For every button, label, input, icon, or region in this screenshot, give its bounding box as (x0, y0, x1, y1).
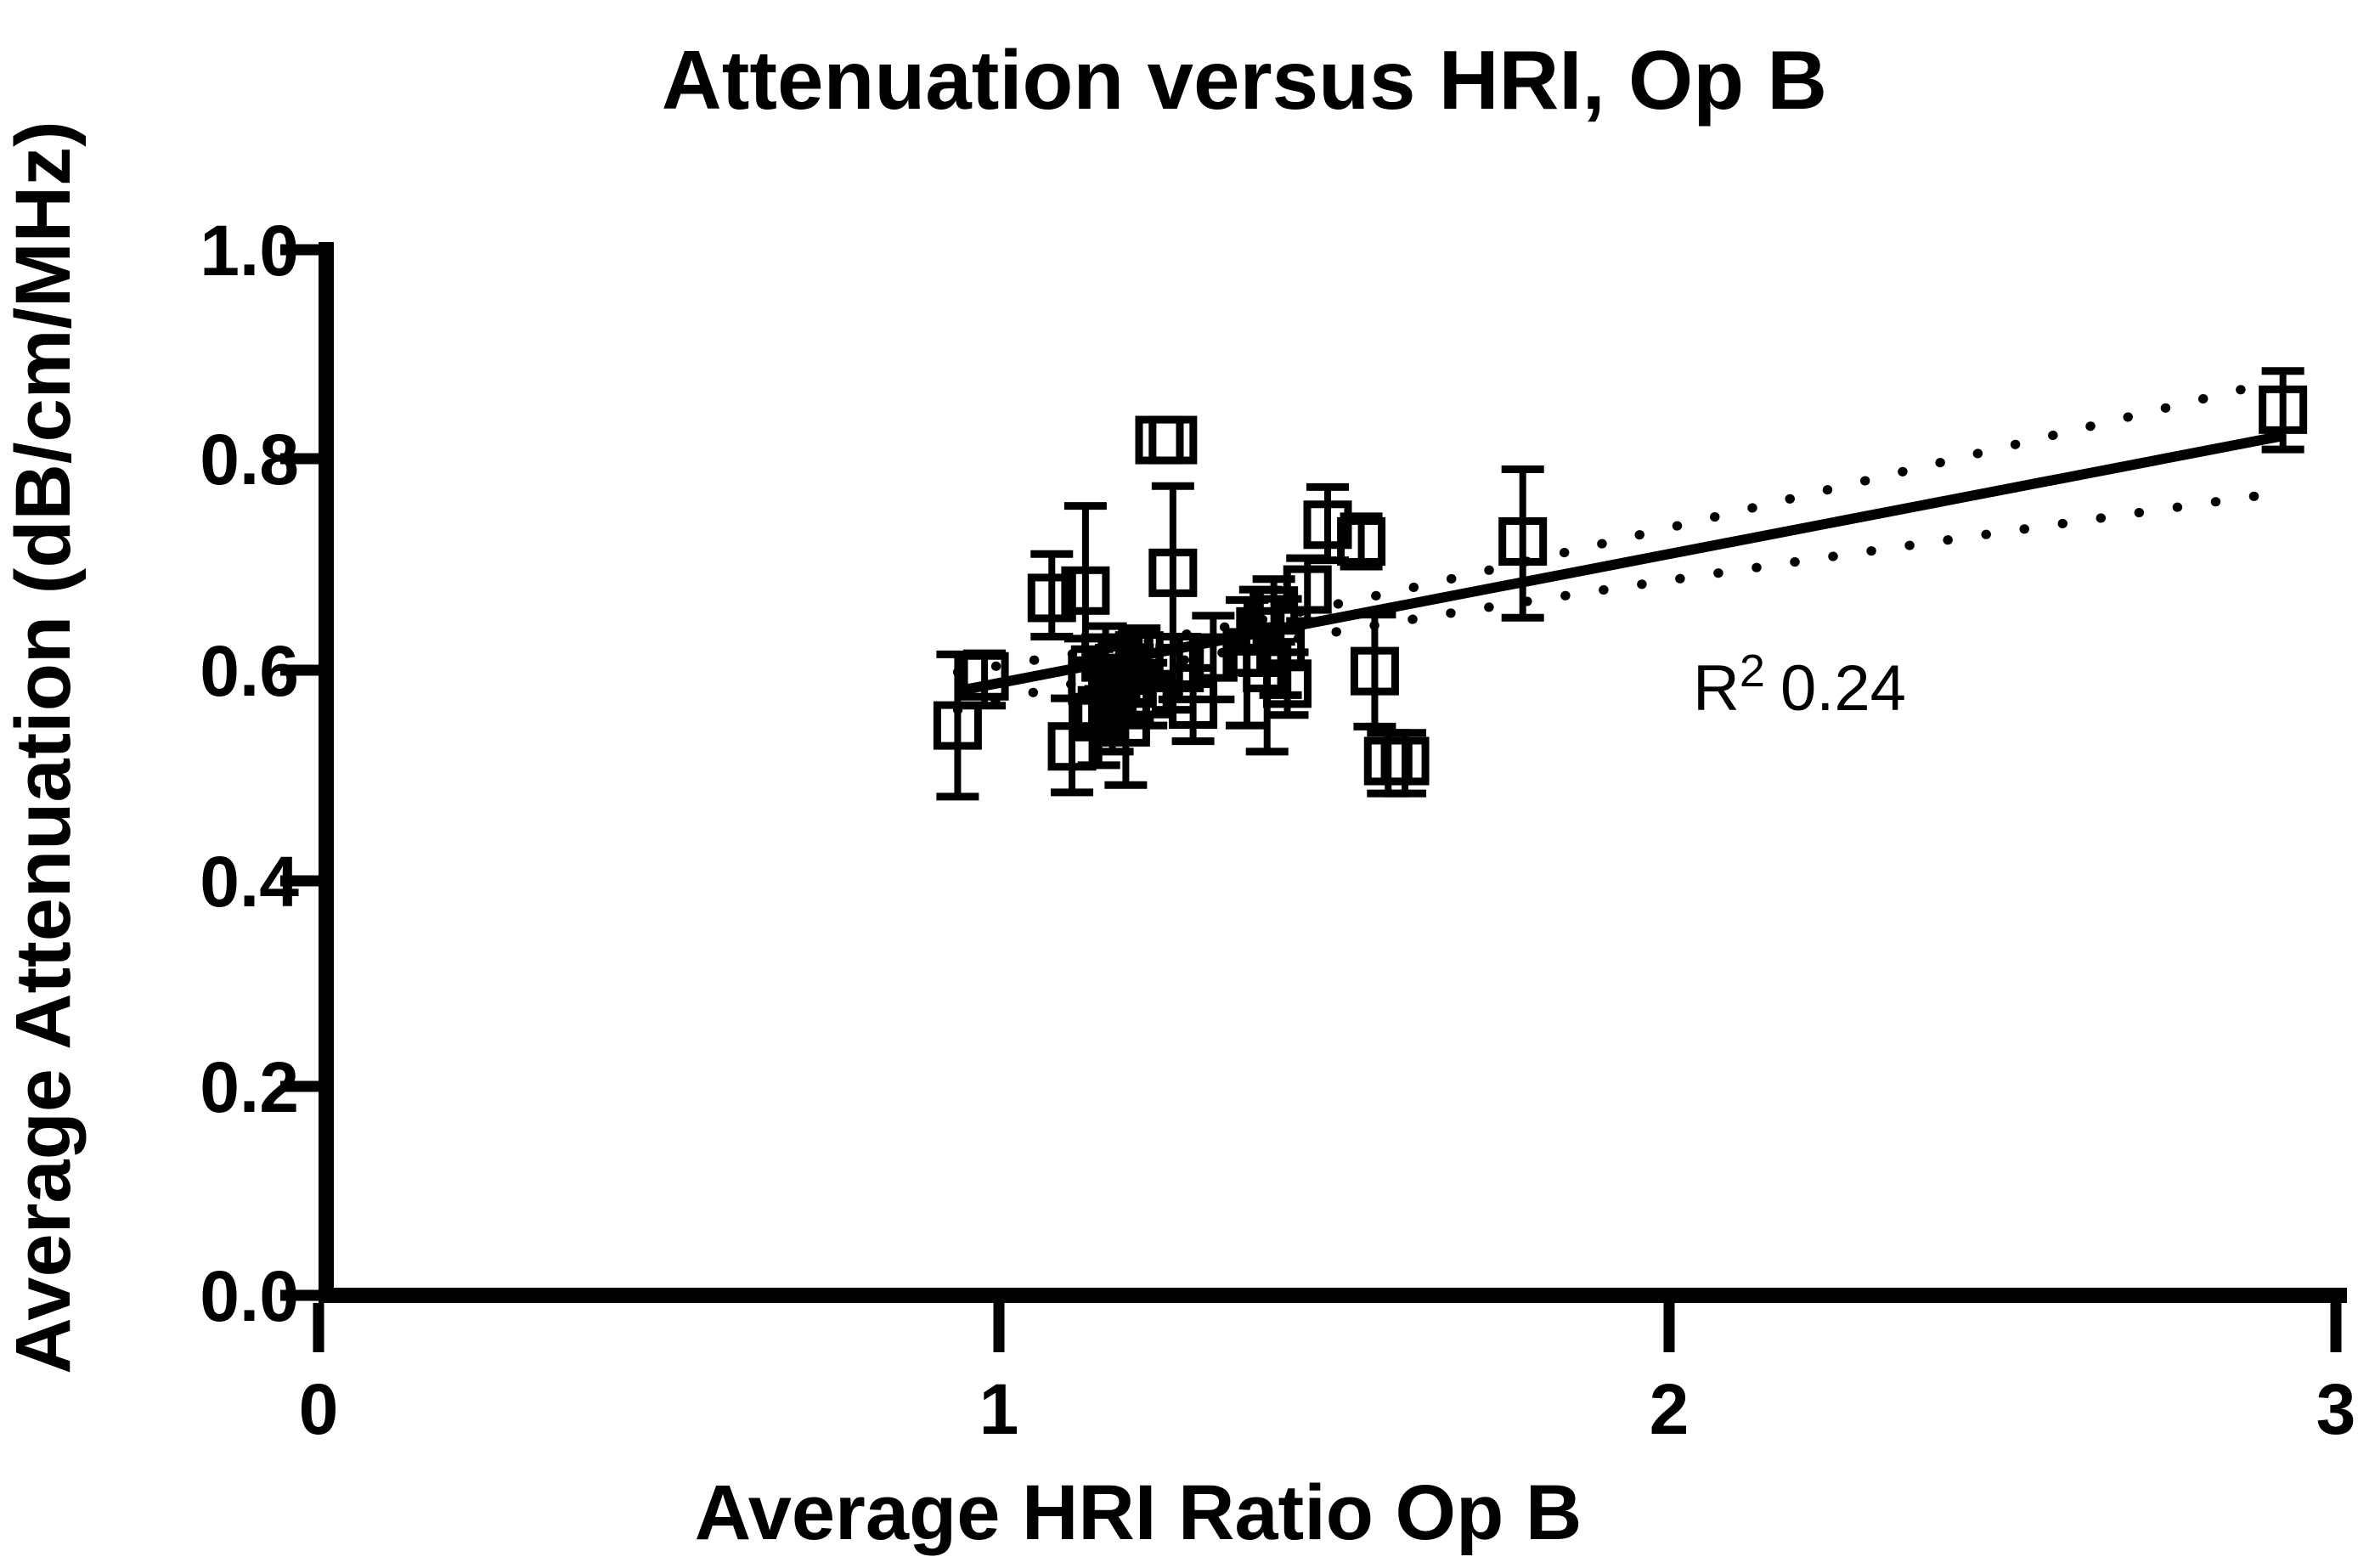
error-bar (1051, 694, 1094, 797)
error-bar (2261, 367, 2304, 454)
data-point-square (2259, 385, 2308, 434)
confidence-band-upper (952, 376, 2282, 677)
x-tick-label: 2 (1650, 1369, 1690, 1449)
data-point-square (1135, 415, 1184, 465)
y-tick-label: 0.8 (200, 420, 299, 499)
y-tick-label: 1.0 (200, 211, 299, 290)
x-axis-spine (319, 1288, 2347, 1303)
r-squared-annotation: R2 0.24 (1693, 646, 1906, 725)
data-point-square (1148, 548, 1198, 597)
data-point-square (1148, 415, 1198, 465)
data-point-square (1498, 516, 1548, 566)
error-bar (1192, 612, 1235, 703)
x-tick-label: 0 (299, 1369, 339, 1449)
error-bar (1353, 611, 1396, 730)
x-tick-labels: 0 1 2 3 (299, 1369, 2356, 1449)
r-squared-value: 0.24 (1780, 652, 1906, 725)
data-point-square (1337, 516, 1386, 566)
data-point-square (960, 651, 1009, 701)
chart-title: Attenuation versus HRI, Op B (662, 33, 1827, 127)
data-point-square (1380, 736, 1430, 786)
data-point-square (1262, 659, 1312, 708)
data-point-square (1256, 623, 1306, 672)
data-point-square (1027, 573, 1076, 623)
y-tick-label: 0.0 (200, 1256, 299, 1336)
data-point-square (933, 701, 982, 750)
data-point-square (1121, 669, 1171, 719)
plot-layer (933, 367, 2308, 801)
data-point-square (1047, 722, 1097, 771)
error-bar (1501, 465, 1544, 622)
r-squared-base: R (1693, 652, 1740, 725)
error-bar (936, 650, 979, 801)
r-squared-superscript: 2 (1740, 646, 1765, 697)
data-point-square (1061, 566, 1110, 615)
y-tick-label: 0.4 (200, 842, 299, 922)
x-axis-title: Average HRI Ratio Op B (695, 1469, 1582, 1556)
x-tick-label: 3 (2316, 1369, 2356, 1449)
y-axis-spine (319, 242, 334, 1303)
y-axis-ticks (280, 244, 319, 1301)
y-axis-title: Average Attenuation (dB/cm/MHz) (0, 121, 87, 1374)
x-axis-ticks (313, 1303, 2342, 1352)
data-point-square (1188, 633, 1238, 682)
data-point-square (1169, 680, 1218, 729)
data-point-square (1350, 646, 1399, 696)
y-tick-label: 0.2 (200, 1047, 299, 1127)
x-tick-label: 1 (979, 1369, 1019, 1449)
data-point-square (1283, 565, 1332, 614)
y-tick-label: 0.6 (200, 631, 299, 711)
y-tick-labels: 1.0 0.8 0.6 0.4 0.2 0.0 (200, 211, 299, 1336)
